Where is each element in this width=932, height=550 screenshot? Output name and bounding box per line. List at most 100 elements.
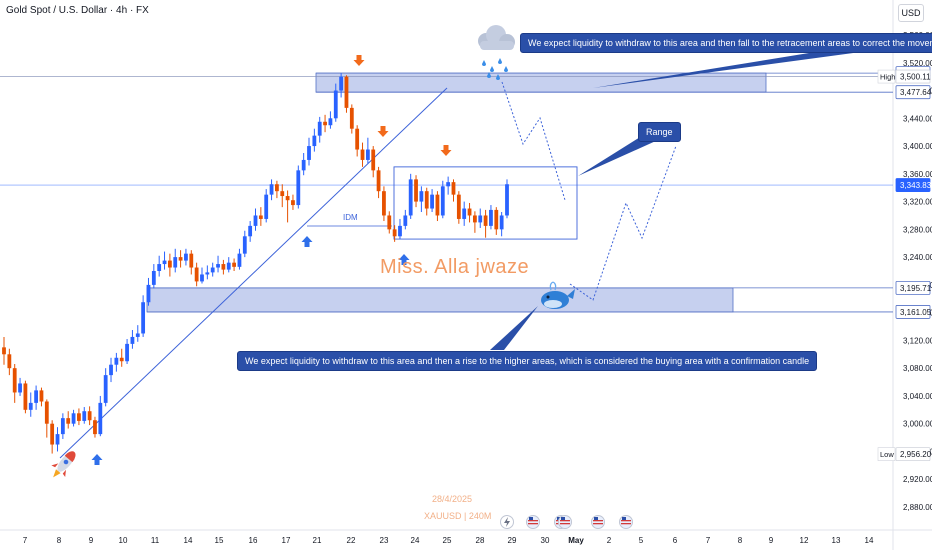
x-tick-label: 23 xyxy=(380,536,389,545)
down-arrow-icon xyxy=(377,126,389,137)
x-tick-label: 17 xyxy=(282,536,291,545)
callout-top: We expect liquidity to withdraw to this … xyxy=(520,33,932,53)
x-tick-label: May xyxy=(568,536,584,545)
candle-body xyxy=(355,128,360,150)
candle-body xyxy=(344,76,349,108)
candle-body xyxy=(398,225,402,237)
candle-body xyxy=(253,215,258,226)
candle-body xyxy=(483,215,488,226)
candle-body xyxy=(414,179,418,202)
bottom-symbol: XAUUSD | 240M xyxy=(424,511,492,521)
currency-badge[interactable]: USD xyxy=(898,4,924,22)
candle-body xyxy=(382,191,386,216)
candle-body xyxy=(87,411,92,421)
y-tick-label: 3,320.00 xyxy=(903,198,932,207)
price-label: 3,343.83 xyxy=(900,181,932,190)
candle-body xyxy=(489,209,493,226)
y-tick-label: 3,040.00 xyxy=(903,392,932,401)
y-tick-label: 3,000.00 xyxy=(903,420,932,429)
candle-body xyxy=(216,264,220,268)
candle-body xyxy=(221,264,226,270)
candle-body xyxy=(12,368,17,393)
candle-body xyxy=(430,194,434,209)
price-label-box xyxy=(895,69,931,84)
price-label-box xyxy=(895,305,931,319)
bottom-date: 28/4/2025 xyxy=(432,494,473,504)
candle-body xyxy=(50,423,55,445)
candle-body xyxy=(18,383,22,393)
candle-body xyxy=(280,191,285,197)
y-tick-label: 3,440.00 xyxy=(903,114,932,123)
price-label: 3,195.71 xyxy=(900,284,932,293)
candle-body xyxy=(237,253,242,267)
y-tick-label: 2,920.00 xyxy=(903,475,932,484)
candle-body xyxy=(93,420,97,435)
candle-body xyxy=(301,159,306,171)
candle-body xyxy=(184,253,188,261)
candle-body xyxy=(296,170,301,206)
price-label: 3,477.64 xyxy=(900,88,932,97)
candle-body xyxy=(387,215,392,230)
idm-label: IDM xyxy=(343,213,358,222)
candle-body xyxy=(328,118,333,126)
cloud-rain-icon xyxy=(478,25,515,80)
candle-body xyxy=(82,411,87,421)
candle-body xyxy=(462,208,467,219)
candle-body xyxy=(162,260,167,265)
candle-body xyxy=(157,264,162,271)
callout-bottom: We expect liquidity to withdraw to this … xyxy=(237,351,818,371)
x-tick-label: 5 xyxy=(639,536,644,545)
y-tick-label: 3,080.00 xyxy=(903,364,932,373)
symbol-title[interactable]: Gold Spot / U.S. Dollar · 4h · FX xyxy=(6,5,149,16)
y-tick-label: 3,360.00 xyxy=(903,170,932,179)
down-arrow-icon xyxy=(353,55,365,66)
candle-body xyxy=(269,184,274,195)
x-tick-label: 9 xyxy=(769,536,774,545)
candle-body xyxy=(109,364,113,376)
candle-body xyxy=(7,354,12,369)
candle-body xyxy=(226,262,231,270)
candle-body xyxy=(189,253,194,268)
projected-path-2 xyxy=(569,145,677,301)
x-tick-label: 9 xyxy=(89,536,94,545)
candle-body xyxy=(494,209,499,230)
candle-body xyxy=(403,215,408,226)
candle-body xyxy=(66,418,71,424)
candle-body xyxy=(173,257,178,268)
price-tag-box xyxy=(877,447,896,461)
candle-body xyxy=(71,413,76,424)
us-flag-icon xyxy=(619,515,633,529)
whale-icon xyxy=(541,281,575,309)
y-tick-label: 3,240.00 xyxy=(903,253,932,262)
lightning-icon xyxy=(500,515,514,529)
price-label-box xyxy=(895,447,931,462)
x-tick-label: 7 xyxy=(23,536,28,545)
candle-body xyxy=(248,225,253,237)
candle-body xyxy=(146,284,151,303)
y-tick-label: 3,400.00 xyxy=(903,142,932,151)
x-tick-label: 16 xyxy=(249,536,258,545)
candle-body xyxy=(119,357,124,362)
candle-body xyxy=(77,413,81,421)
us-flag-icon xyxy=(591,515,605,529)
candle-body xyxy=(424,191,429,209)
x-tick-label: 8 xyxy=(738,536,743,545)
candle-body xyxy=(478,215,483,223)
down-arrow-icon xyxy=(440,145,452,156)
price-label: 2,956.20 xyxy=(900,450,932,459)
x-tick-label: 12 xyxy=(800,536,809,545)
x-tick-label: 24 xyxy=(411,536,420,545)
candle-body xyxy=(317,121,322,136)
candle-body xyxy=(205,272,210,275)
up-arrow-icon xyxy=(398,254,410,265)
candle-body xyxy=(34,390,39,403)
x-tick-label: 29 xyxy=(508,536,517,545)
candle-body xyxy=(456,194,461,219)
x-tick-label: 14 xyxy=(184,536,193,545)
candle-body xyxy=(28,402,33,410)
x-tick-label: 30 xyxy=(541,536,550,545)
candle-body xyxy=(114,357,119,365)
x-tick-label: 14 xyxy=(865,536,874,545)
us-flag-icon xyxy=(526,515,540,529)
